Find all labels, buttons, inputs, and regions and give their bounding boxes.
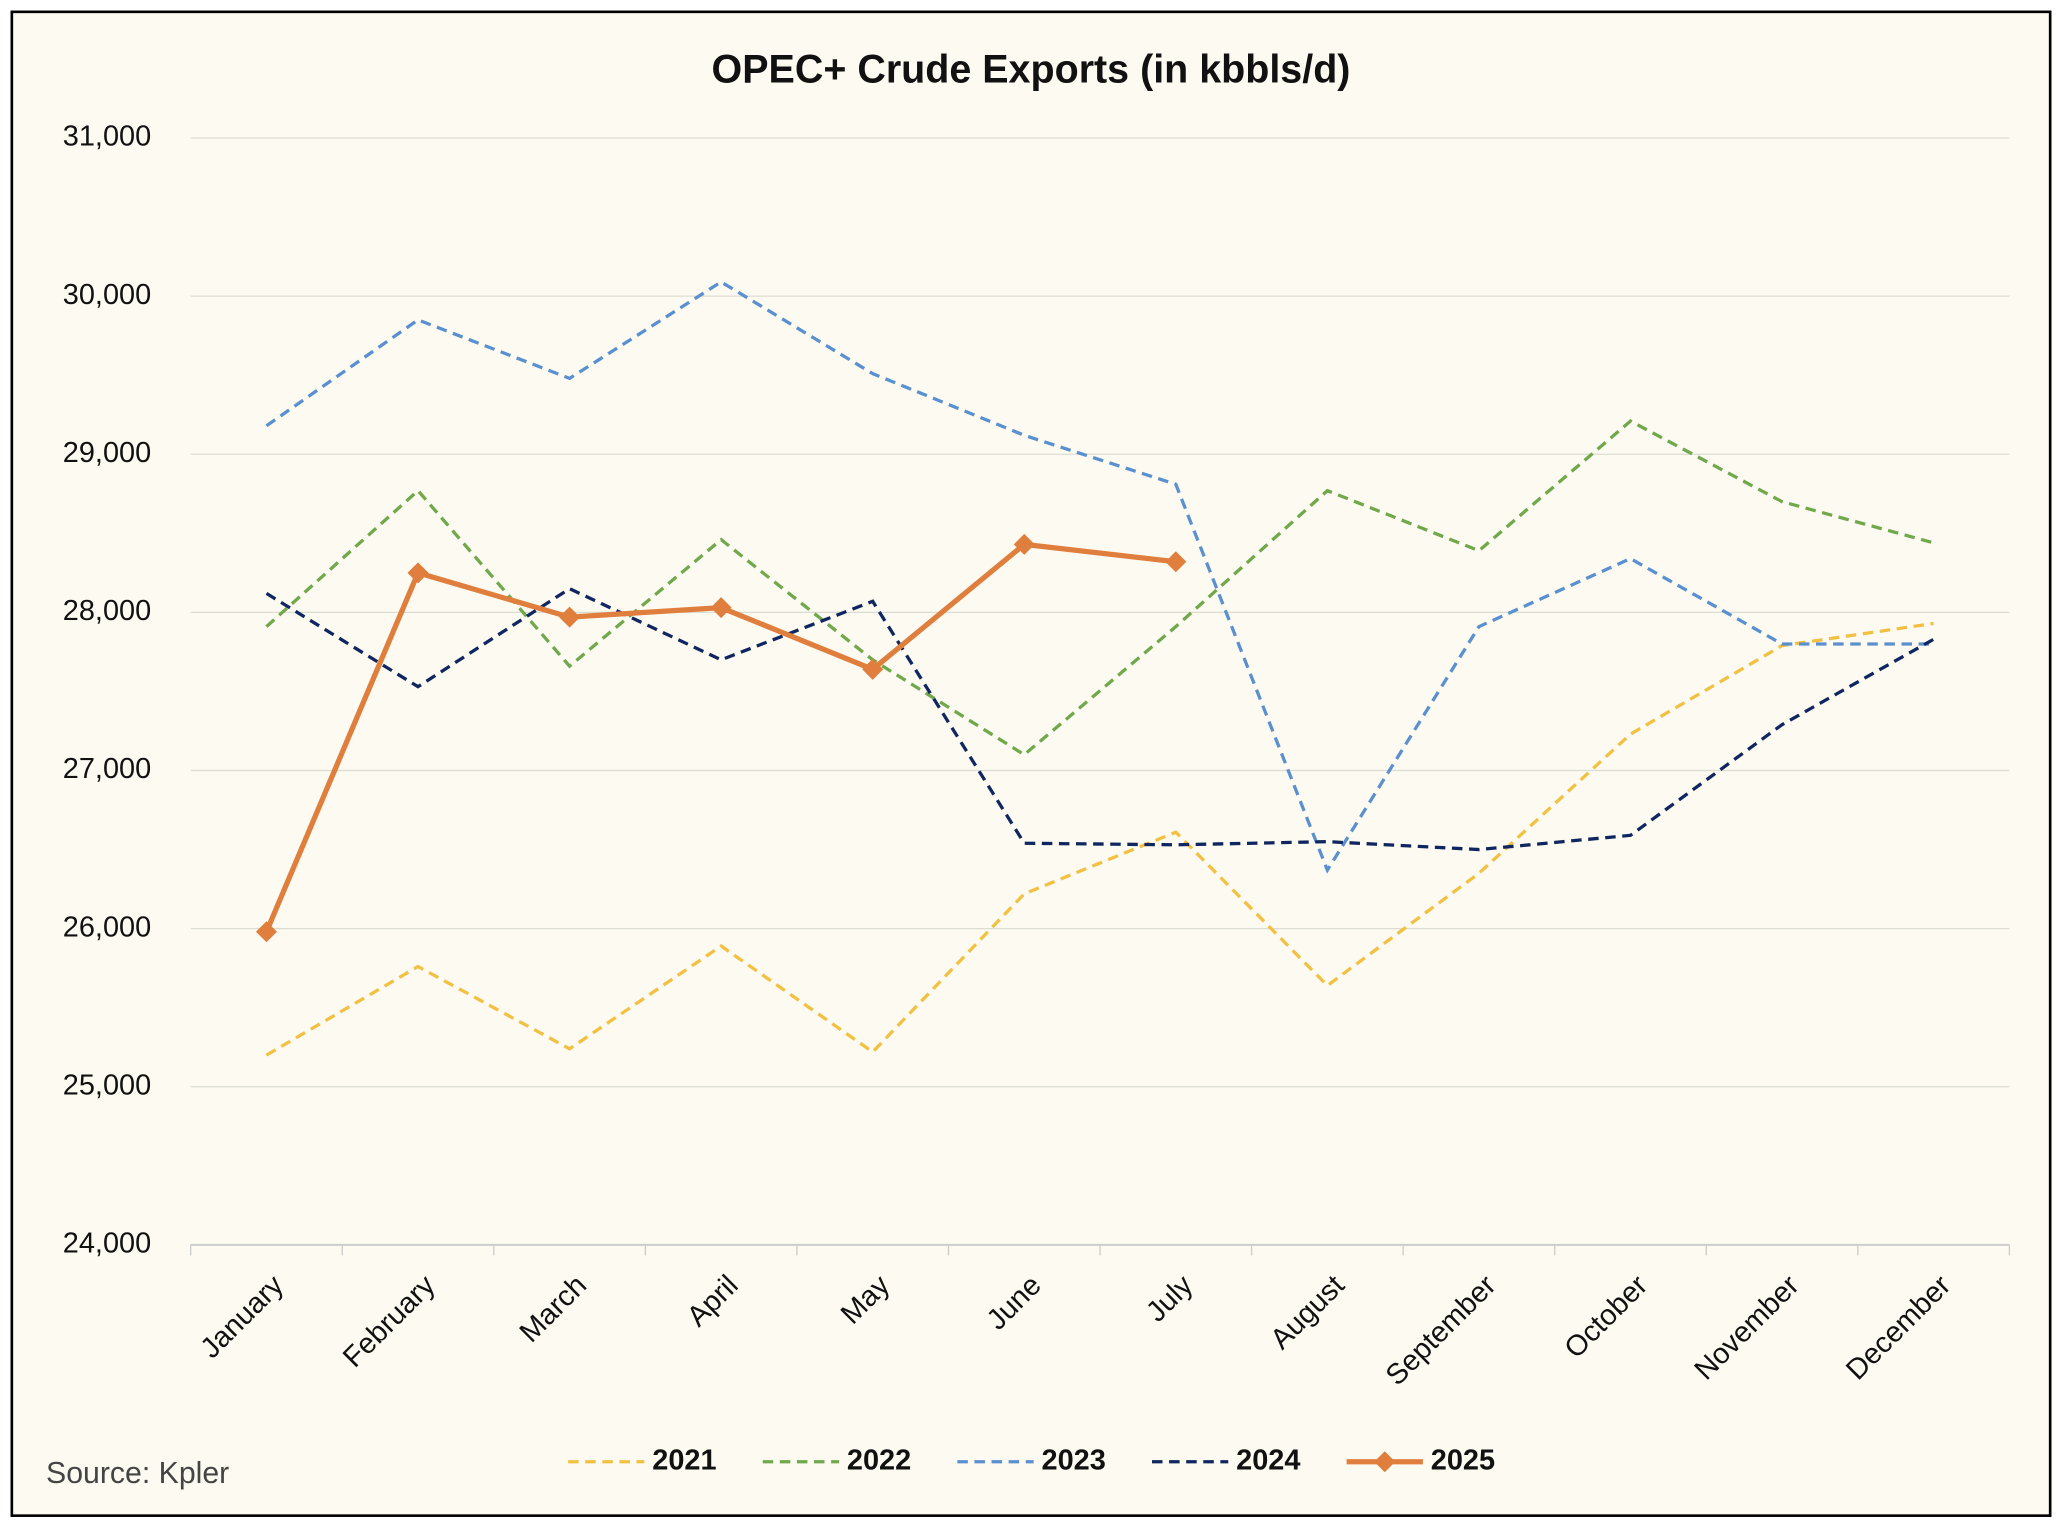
chart-title: OPEC+ Crude Exports (in kbbls/d) [712, 48, 1351, 92]
legend-label: 2022 [847, 1444, 911, 1476]
series-line [265, 621, 1934, 1057]
y-tick-label: 25,000 [63, 1069, 151, 1101]
legend-marker [1374, 1451, 1396, 1473]
legend-label: 2024 [1236, 1444, 1300, 1476]
series-line [265, 586, 1935, 852]
y-tick-label: 27,000 [63, 753, 151, 785]
series-line [265, 279, 1934, 874]
data-point [862, 658, 884, 680]
y-tick-label: 28,000 [63, 595, 151, 627]
source-note: Source: Kpler [46, 1457, 229, 1490]
y-tick-label: 24,000 [63, 1228, 151, 1260]
data-point [1013, 533, 1035, 555]
y-tick-label: 31,000 [63, 121, 151, 153]
y-tick-label: 30,000 [63, 279, 151, 311]
series-line [265, 419, 1935, 757]
data-point [407, 562, 429, 584]
y-tick-label: 26,000 [63, 911, 151, 943]
data-point [559, 606, 581, 628]
legend-label: 2023 [1042, 1444, 1106, 1476]
chart-frame [10, 10, 2052, 1517]
legend-label: 2021 [652, 1444, 716, 1476]
y-tick-label: 29,000 [63, 437, 151, 469]
legend-label: 2025 [1431, 1444, 1495, 1476]
data-point [710, 597, 732, 619]
data-point [1165, 551, 1187, 573]
data-point [255, 921, 277, 943]
